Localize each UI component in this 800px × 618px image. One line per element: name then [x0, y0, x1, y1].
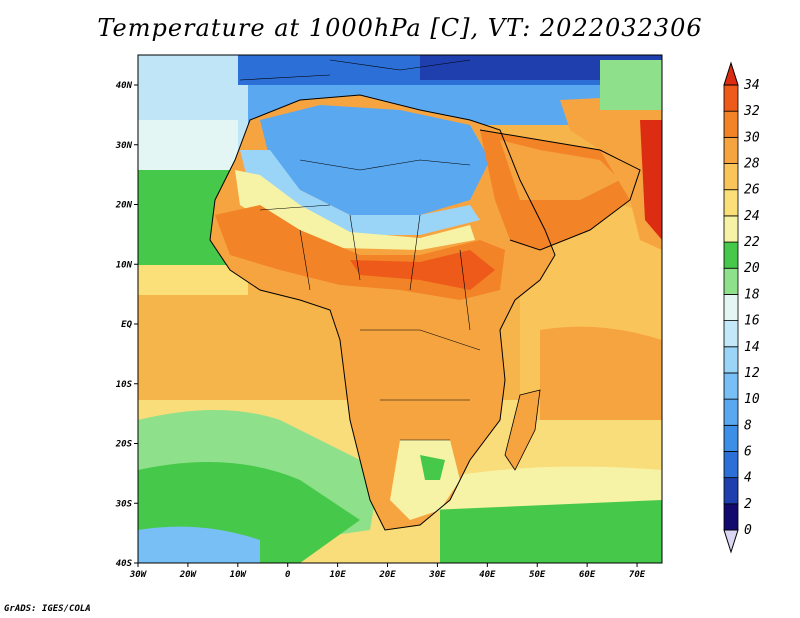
colorbar-segment	[723, 477, 739, 505]
colorbar-label: 28	[744, 157, 760, 172]
lat-tick-label: 40N	[116, 81, 133, 91]
colorbar-label: 0	[744, 523, 752, 538]
lon-tick-label: 0	[285, 570, 291, 580]
colorbar-max-arrow	[723, 61, 739, 86]
colorbar-min-arrow	[723, 529, 739, 554]
map-frame	[137, 54, 663, 564]
colorbar-label: 34	[743, 78, 760, 93]
colorbar-label: 22	[744, 235, 760, 250]
colorbar-segment	[723, 267, 739, 295]
colorbar-segment	[723, 320, 739, 348]
sahara-cool-region	[260, 105, 490, 215]
colorbar-label: 26	[744, 183, 760, 198]
colorbar-label: 14	[744, 340, 760, 355]
lon-tick-label: 70E	[629, 570, 646, 580]
lat-tick-label: 10S	[116, 380, 133, 390]
colorbar-segment	[723, 84, 739, 112]
lat-tick-label: 20S	[115, 440, 133, 450]
colorbar-label: 10	[744, 392, 760, 407]
colorbar-label: 18	[744, 287, 760, 302]
colorbar-label: 6	[744, 444, 752, 459]
lat-tick-label: 40S	[116, 559, 133, 569]
colorbar-label: 20	[744, 261, 760, 276]
colorbar-label: 12	[744, 366, 760, 381]
colorbar-segment	[723, 189, 739, 217]
colorbar-segment	[723, 346, 739, 374]
colorbar-label: 32	[743, 104, 760, 119]
lon-tick-label: 60E	[579, 570, 596, 580]
colorbar-segment	[723, 136, 739, 164]
colorbar-label: 24	[744, 209, 760, 224]
lat-tick-label: 30N	[115, 141, 133, 151]
lon-tick-label: 30W	[129, 570, 148, 580]
lat-tick-label: 10N	[116, 260, 133, 270]
colorbar-segment	[723, 451, 739, 479]
credit-label: GrADS: IGES/COLA	[4, 604, 91, 614]
lon-tick-label: 10W	[230, 570, 248, 580]
lat-tick-label: 20N	[115, 201, 133, 211]
country-borders	[239, 59, 481, 441]
colorbar-label: 2	[744, 497, 752, 512]
map-field	[138, 55, 662, 563]
colorbar-segment	[723, 163, 739, 191]
colorbar-segment	[723, 241, 739, 269]
lat-tick-label: 30S	[115, 499, 133, 509]
colorbar-segment	[723, 424, 739, 452]
longitude-ticks: 30W 20W 10W 0 10E 20E 30E 40E 50E 60E 70E	[129, 563, 646, 580]
lon-tick-label: 20W	[179, 570, 198, 580]
colorbar-segment	[723, 294, 739, 321]
lon-tick-label: 40E	[479, 570, 496, 580]
colorbar-segment	[723, 503, 739, 531]
colorbar-label: 16	[744, 314, 760, 329]
colorbar-label: 30	[743, 130, 760, 145]
africa-coastline	[209, 94, 556, 531]
lon-tick-label: 50E	[529, 570, 546, 580]
colorbar-label: 8	[744, 418, 752, 433]
lon-tick-label: 10E	[329, 570, 346, 580]
lon-tick-label: 30E	[428, 570, 446, 580]
colorbar-label: 4	[744, 471, 752, 486]
latitude-ticks: 40N 30N 20N 10N EQ 10S 20S 30S 40S	[115, 81, 138, 569]
lat-tick-label: EQ	[121, 320, 132, 330]
madagascar	[504, 389, 541, 471]
colorbar-segment	[723, 372, 739, 400]
colorbar-segment	[723, 398, 739, 426]
lon-tick-label: 20E	[378, 570, 396, 580]
colorbar-segment	[723, 215, 739, 243]
colorbar-segment	[723, 110, 739, 138]
arabia-coastline	[479, 129, 641, 251]
map-title: Temperature at 1000hPa [C], VT: 20220323…	[97, 14, 703, 42]
